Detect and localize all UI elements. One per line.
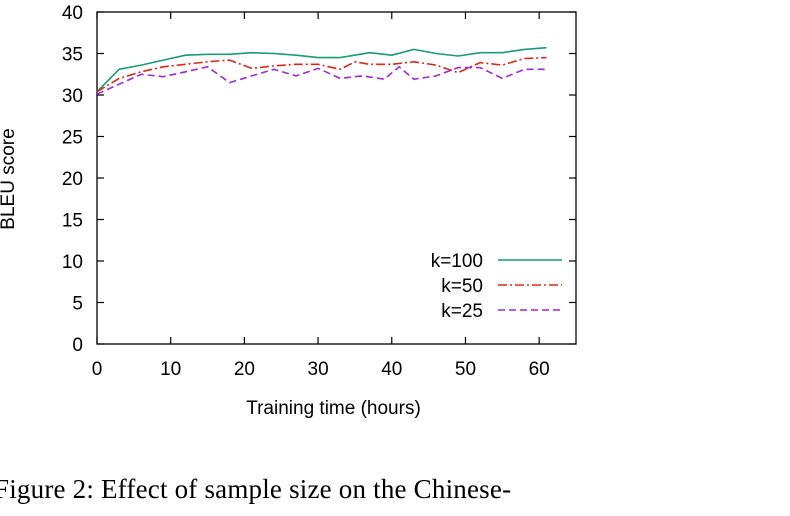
figure-caption: Figure 2: Effect of sample size on the C… xyxy=(0,474,512,504)
y-tick-label: 10 xyxy=(62,252,83,273)
series-line-k25 xyxy=(96,66,547,95)
legend-label: k=25 xyxy=(441,301,483,322)
y-tick-label: 40 xyxy=(62,3,83,24)
y-tick-label: 20 xyxy=(62,169,83,190)
x-axis-title: Training time (hours) xyxy=(246,398,421,419)
x-tick-label: 10 xyxy=(160,359,181,380)
x-tick-label: 60 xyxy=(529,359,550,380)
y-tick-label: 30 xyxy=(62,86,83,107)
legend-label: k=50 xyxy=(441,276,483,297)
series-line-k50 xyxy=(96,56,547,93)
series-line-k100 xyxy=(96,46,547,93)
chart: 0 5 10 15 20 25 30 35 40 0 10 20 30 40 50 60 Training ti… xyxy=(0,3,577,419)
y-tick-label: 0 xyxy=(72,335,83,356)
y-tick-label: 15 xyxy=(62,211,83,232)
y-tick-label: 25 xyxy=(62,128,83,149)
y-tick-label: 5 xyxy=(72,294,83,315)
x-tick-label: 30 xyxy=(308,359,329,380)
y-tick-label: 35 xyxy=(62,45,83,66)
plot-frame xyxy=(96,11,577,345)
legend-label: k=100 xyxy=(431,251,483,272)
x-tick-label: 40 xyxy=(381,359,402,380)
chart-svg: 0 5 10 15 20 25 30 35 40 0 10 20 30 40 50 60 Training ti… xyxy=(0,3,577,419)
y-axis-title: BLEU score xyxy=(0,128,19,229)
x-tick-label: 0 xyxy=(92,359,103,380)
x-tick-label: 20 xyxy=(234,359,255,380)
x-tick-label: 50 xyxy=(455,359,476,380)
